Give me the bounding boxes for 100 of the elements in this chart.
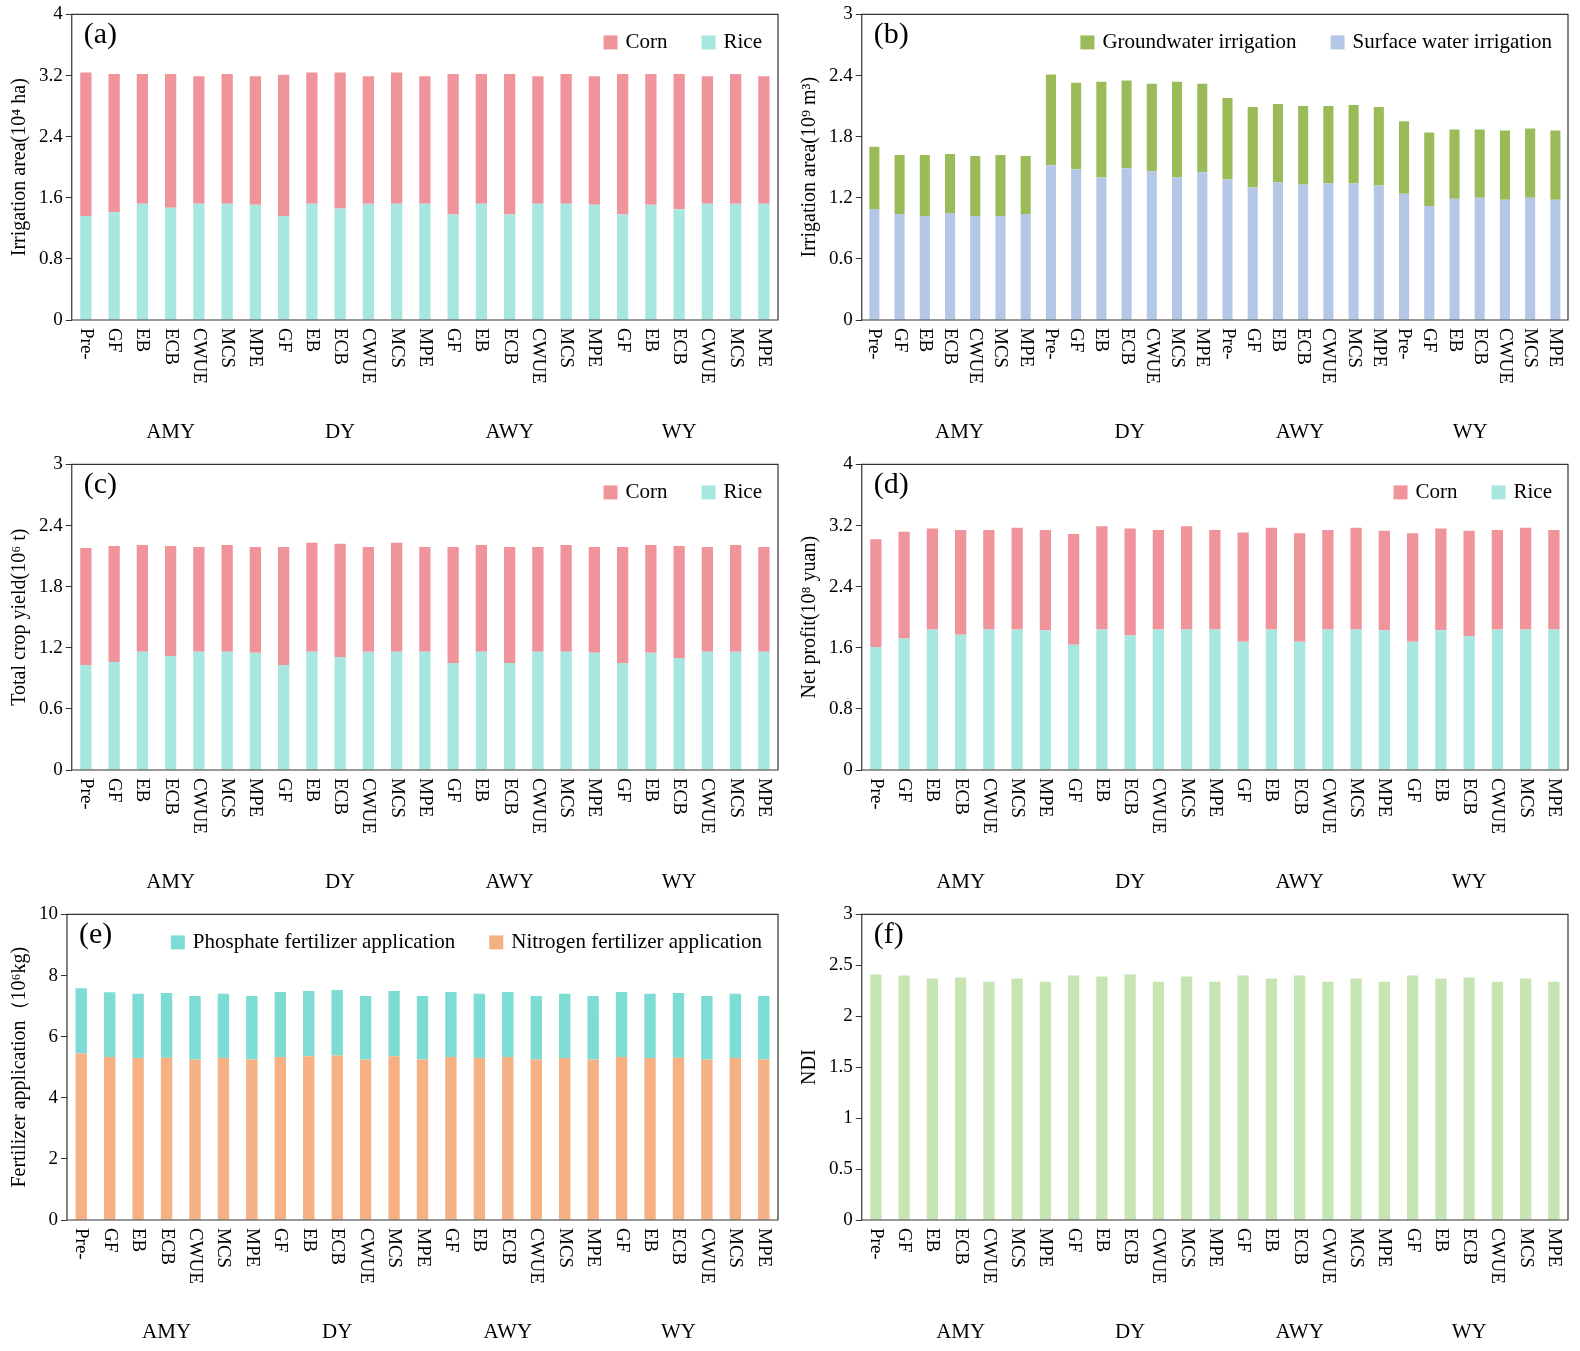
bar — [898, 638, 910, 770]
bar — [1350, 527, 1362, 630]
bar — [1124, 974, 1136, 1220]
bar — [729, 203, 742, 320]
x-tick-label: CWUE — [1495, 328, 1517, 384]
bar — [1435, 630, 1447, 770]
x-tick-label: GF — [444, 328, 466, 353]
bar — [136, 544, 149, 652]
legend-label: Corn — [625, 478, 669, 503]
bar — [1449, 198, 1460, 320]
x-tick-label: CWUE — [186, 1228, 207, 1284]
bar — [1406, 533, 1419, 642]
bar — [870, 647, 882, 770]
bar — [1424, 205, 1435, 320]
x-tick-label: EB — [1092, 1228, 1114, 1253]
x-tick-label: EB — [299, 1228, 321, 1253]
bar — [1350, 629, 1362, 770]
bar — [1045, 74, 1056, 166]
bar — [758, 996, 770, 1060]
bar — [532, 203, 544, 320]
bar — [560, 544, 572, 652]
bar — [306, 203, 318, 320]
text: WY — [1451, 1319, 1487, 1343]
bar — [758, 546, 770, 652]
y-tick-label: 3 — [53, 452, 63, 474]
bar — [136, 203, 149, 320]
bar — [277, 665, 290, 770]
bar — [1406, 641, 1419, 770]
bar — [193, 76, 205, 204]
text: AMY — [142, 1319, 192, 1343]
bar — [108, 212, 120, 320]
bar — [388, 991, 400, 1057]
bar — [701, 651, 714, 770]
bar — [1350, 978, 1362, 1220]
bar — [970, 156, 981, 217]
bar — [75, 988, 87, 1054]
bar — [249, 546, 262, 653]
bar — [615, 1057, 628, 1220]
x-tick-label: CWUE — [979, 1228, 1001, 1284]
chart-title: (f) — [873, 916, 904, 951]
bar — [503, 663, 516, 770]
text: DY — [1114, 1319, 1146, 1343]
x-tick-label: EB — [923, 778, 945, 803]
bar — [1373, 107, 1384, 186]
bar — [447, 214, 459, 320]
bar — [644, 1058, 656, 1220]
bar — [221, 203, 233, 320]
bar — [588, 76, 601, 205]
bar — [359, 1059, 372, 1220]
bar — [475, 203, 488, 320]
x-tick-label: GF — [895, 1228, 917, 1253]
bar — [390, 72, 403, 204]
x-tick-label: CWUE — [1488, 1228, 1510, 1284]
bar — [1272, 182, 1283, 320]
x-tick-label: EB — [129, 1228, 151, 1253]
x-tick-label: CWUE — [1318, 778, 1340, 834]
bar — [1399, 121, 1410, 194]
bar — [616, 663, 629, 770]
bar — [502, 1057, 514, 1220]
bar — [1197, 83, 1208, 173]
x-tick-label: ECB — [157, 1228, 179, 1265]
text: AWY — [483, 1319, 533, 1343]
y-tick-label: 2.4 — [39, 124, 64, 146]
bar — [1124, 635, 1136, 770]
x-tick-label: GF — [274, 778, 296, 803]
bar — [419, 76, 431, 204]
x-tick-label: CWUE — [1488, 778, 1510, 834]
bar — [445, 992, 457, 1058]
x-tick-label: Pre- — [76, 778, 98, 810]
x-tick-label: EB — [641, 1228, 663, 1253]
legend-label: Rice — [723, 28, 762, 53]
bar — [1548, 629, 1560, 770]
x-tick-label: Pre- — [72, 1228, 94, 1260]
bar — [1491, 629, 1504, 770]
x-tick-label: ECB — [670, 328, 692, 365]
x-tick-label: ECB — [331, 328, 353, 365]
x-tick-label: ECB — [670, 778, 692, 815]
text: DY — [1114, 869, 1146, 893]
bar — [532, 76, 544, 204]
bar — [473, 993, 486, 1059]
bar — [80, 547, 92, 666]
y-axis-title: Fertilizer application（10⁶kg) — [7, 946, 31, 1188]
bar — [390, 542, 403, 652]
x-tick-label: CWUE — [1319, 328, 1341, 384]
text: DY — [324, 419, 356, 443]
bar — [673, 73, 685, 210]
bar — [1011, 629, 1023, 770]
bar — [1272, 104, 1283, 183]
bar — [1298, 106, 1309, 185]
text: WY — [661, 869, 697, 893]
legend-label: Groundwater irrigation — [1102, 28, 1298, 53]
x-tick-label: MCS — [1344, 328, 1366, 369]
x-tick-label: MPE — [1193, 328, 1215, 368]
bar — [954, 977, 967, 1220]
x-tick-label: MPE — [1205, 1228, 1227, 1268]
y-tick-label: 4 — [843, 452, 854, 474]
x-tick-label: ECB — [951, 1228, 973, 1265]
x-tick-label: ECB — [500, 328, 522, 365]
x-tick-label: MCS — [1516, 1228, 1538, 1269]
text: AWY — [485, 869, 534, 893]
